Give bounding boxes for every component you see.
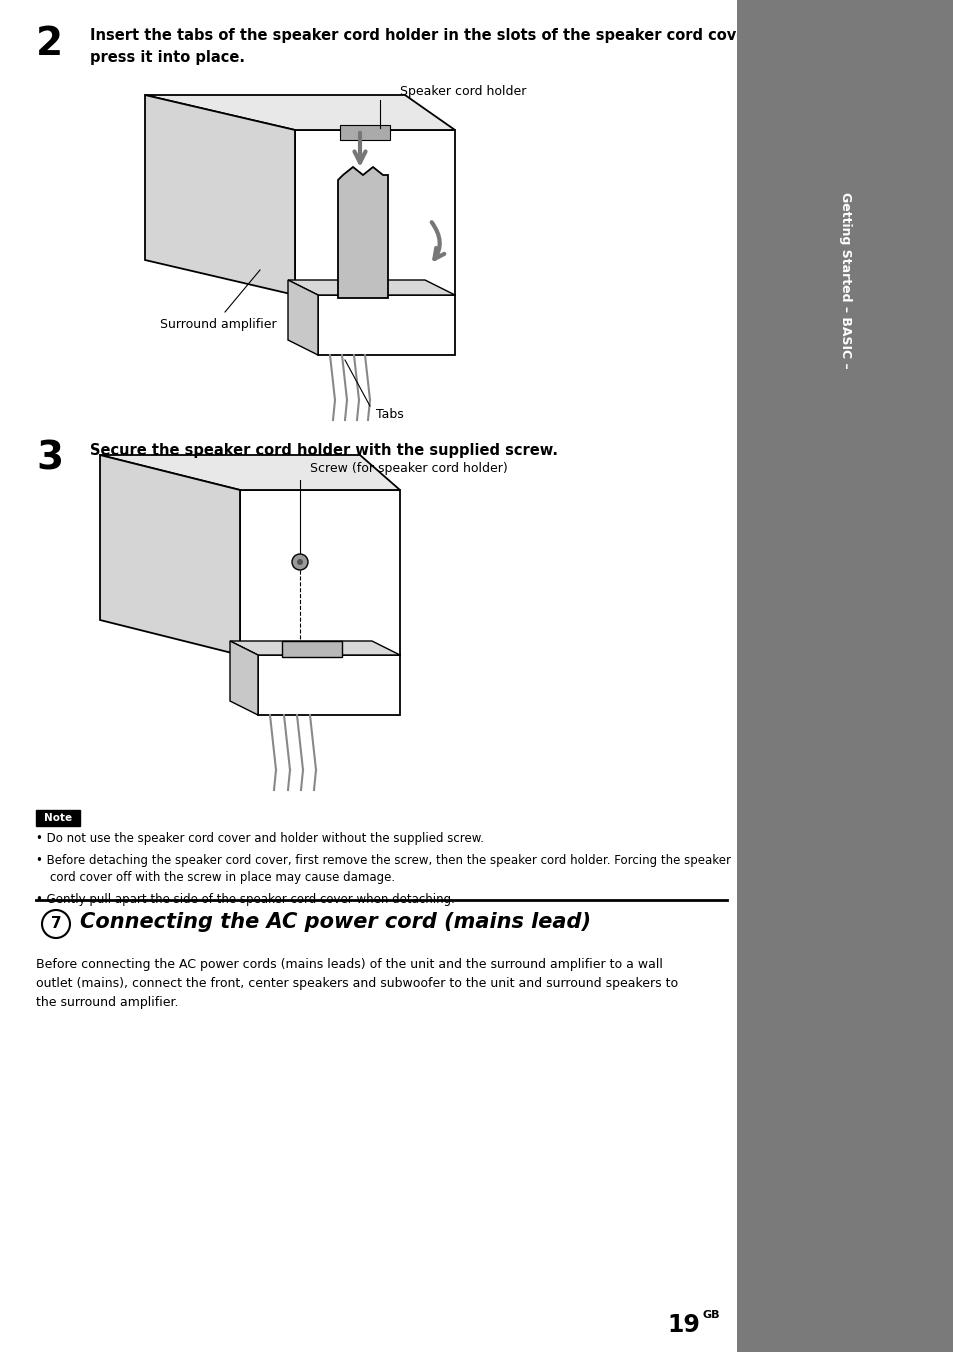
Text: Connecting the AC power cord (mains lead): Connecting the AC power cord (mains lead… — [80, 913, 590, 932]
Polygon shape — [294, 130, 455, 295]
Text: GB: GB — [702, 1310, 720, 1320]
Polygon shape — [100, 456, 399, 489]
Text: 7: 7 — [51, 917, 61, 932]
Polygon shape — [337, 168, 388, 297]
Text: Note: Note — [44, 813, 72, 823]
Text: Tabs: Tabs — [375, 408, 403, 420]
Polygon shape — [288, 280, 455, 295]
Circle shape — [296, 558, 303, 565]
Bar — [36, 810, 80, 826]
Text: Getting Started – BASIC –: Getting Started – BASIC – — [838, 192, 851, 368]
Text: • Gently pull apart the side of the speaker cord cover when detaching.: • Gently pull apart the side of the spea… — [36, 894, 455, 906]
Polygon shape — [145, 95, 455, 130]
Polygon shape — [145, 95, 294, 295]
Text: • Before detaching the speaker cord cover, first remove the screw, then the spea: • Before detaching the speaker cord cove… — [36, 854, 730, 867]
Text: Screw (for speaker cord holder): Screw (for speaker cord holder) — [310, 462, 507, 475]
Polygon shape — [240, 489, 399, 654]
Text: cord cover off with the screw in place may cause damage.: cord cover off with the screw in place m… — [50, 871, 395, 884]
Text: press it into place.: press it into place. — [90, 50, 245, 65]
Text: • Do not use the speaker cord cover and holder without the supplied screw.: • Do not use the speaker cord cover and … — [36, 831, 483, 845]
Text: 3: 3 — [36, 439, 63, 479]
Text: Secure the speaker cord holder with the supplied screw.: Secure the speaker cord holder with the … — [90, 443, 558, 458]
Polygon shape — [230, 641, 257, 715]
Polygon shape — [100, 456, 240, 654]
Text: Before connecting the AC power cords (mains leads) of the unit and the surround : Before connecting the AC power cords (ma… — [36, 959, 678, 1009]
Bar — [737, 0, 953, 1352]
Text: Speaker cord holder: Speaker cord holder — [399, 85, 526, 97]
Text: Insert the tabs of the speaker cord holder in the slots of the speaker cord cove: Insert the tabs of the speaker cord hold… — [90, 28, 792, 43]
Text: Surround amplifier: Surround amplifier — [160, 318, 276, 331]
Bar — [257, 654, 399, 715]
Bar — [339, 124, 390, 141]
Text: 2: 2 — [36, 24, 63, 64]
Circle shape — [42, 910, 70, 938]
Text: 19: 19 — [666, 1313, 700, 1337]
Polygon shape — [288, 280, 317, 356]
Bar — [317, 295, 455, 356]
Polygon shape — [282, 641, 341, 657]
Circle shape — [292, 554, 308, 571]
Polygon shape — [230, 641, 399, 654]
